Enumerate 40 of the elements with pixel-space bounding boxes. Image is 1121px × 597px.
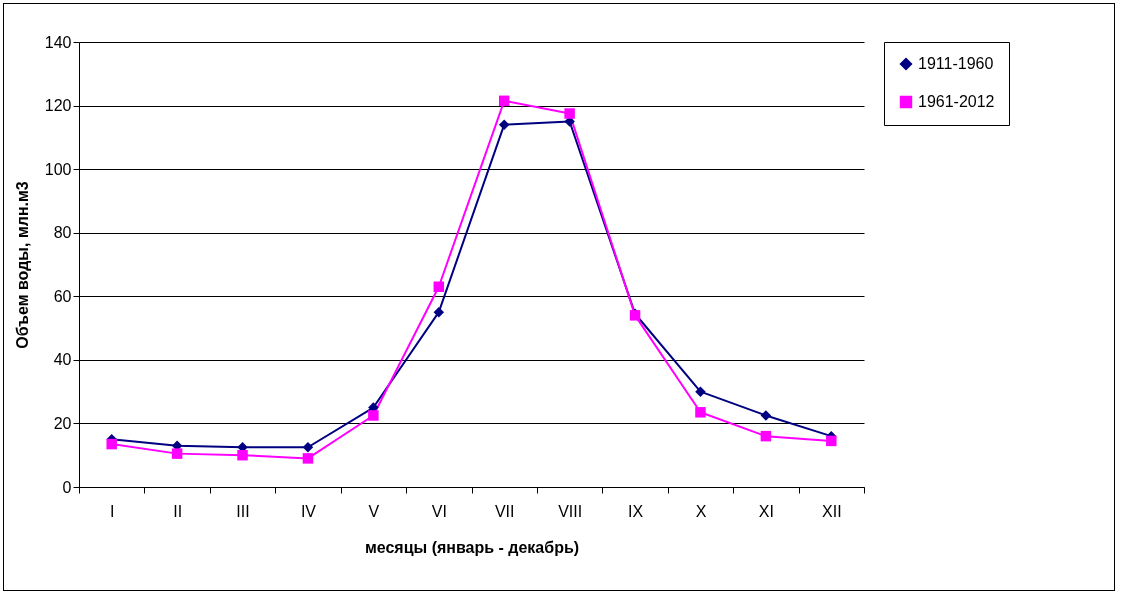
point bbox=[433, 281, 445, 292]
x-tick-label: VII bbox=[494, 502, 515, 520]
y-tick-label: 100 bbox=[44, 160, 72, 178]
point bbox=[695, 407, 706, 418]
x-tick-label: X bbox=[695, 502, 707, 520]
point bbox=[564, 108, 575, 119]
y-tick-label: 140 bbox=[44, 33, 72, 51]
x-tick-label: VI bbox=[431, 502, 447, 520]
point bbox=[498, 119, 510, 130]
point bbox=[302, 442, 314, 453]
x-tick-label: I bbox=[109, 502, 115, 520]
y-tick-label: 40 bbox=[53, 351, 72, 369]
legend-label: 1911-1960 bbox=[918, 55, 994, 72]
point bbox=[106, 438, 117, 450]
y-tick-label: 0 bbox=[62, 478, 72, 496]
y-tick-label: 80 bbox=[53, 224, 72, 242]
point bbox=[302, 453, 314, 464]
point bbox=[498, 95, 510, 107]
x-tick-label: III bbox=[236, 502, 250, 520]
point bbox=[760, 410, 772, 421]
y-tick-label: 60 bbox=[53, 287, 72, 305]
point bbox=[237, 449, 248, 461]
point bbox=[760, 430, 772, 442]
x-tick-label: II bbox=[173, 502, 183, 520]
point bbox=[171, 448, 183, 459]
y-tick-label: 20 bbox=[53, 414, 72, 432]
y-axis-title: Объем воды, млн.м3 bbox=[13, 181, 31, 349]
x-tick-label: IV bbox=[300, 502, 317, 520]
x-tick-label: VIII bbox=[558, 502, 583, 520]
point bbox=[368, 410, 379, 421]
x-tick-label: V bbox=[368, 502, 380, 520]
point bbox=[826, 435, 837, 447]
x-tick-label: IX bbox=[627, 502, 644, 520]
x-tick-label: XI bbox=[758, 502, 774, 520]
x-tick-label: XII bbox=[822, 502, 842, 520]
point bbox=[433, 306, 445, 318]
point bbox=[695, 386, 706, 397]
y-tick-label: 120 bbox=[44, 97, 72, 115]
legend-label: 1961-2012 bbox=[918, 93, 995, 110]
x-axis-title: месяцы (январь - декабрь) bbox=[364, 538, 580, 556]
